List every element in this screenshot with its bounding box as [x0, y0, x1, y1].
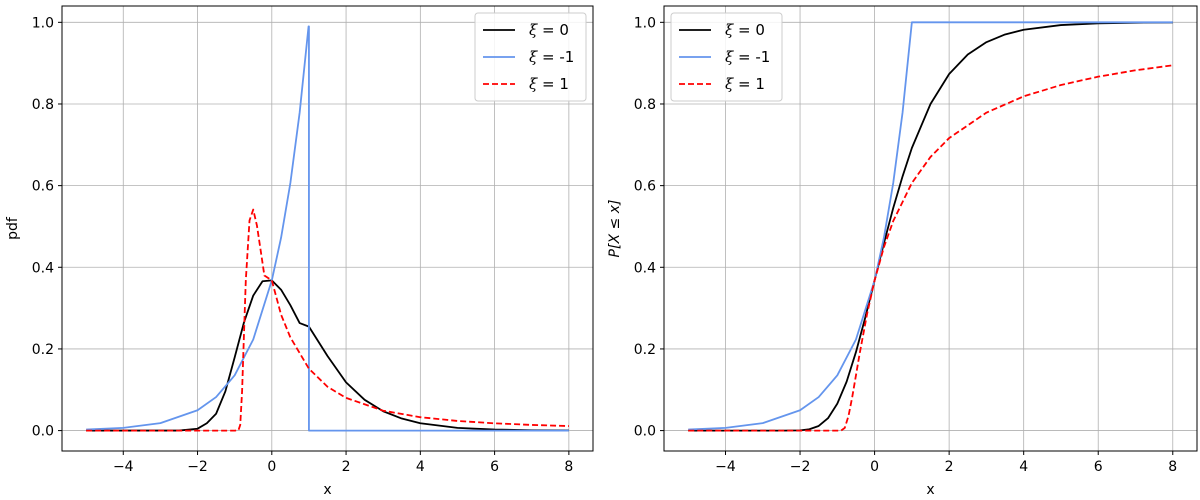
left-legend-value-2: = 1: [537, 75, 569, 93]
left-y-tick-label: 0.4: [32, 260, 54, 276]
right-x-tick-label: 4: [1019, 459, 1028, 475]
left-x-axis-label: x: [323, 482, 331, 498]
right-series-line-0: [688, 21, 1173, 432]
right-legend-value-0: = 0: [733, 21, 765, 39]
left-y-axis-label: pdf: [5, 216, 21, 240]
left-y-tick-label: 0.0: [32, 424, 54, 440]
right-y-tick-label: 1.0: [634, 15, 656, 31]
right-x-tick-label: 2: [945, 459, 954, 475]
left-legend: ξ = 0ξ = -1ξ = 1: [474, 12, 587, 102]
left-series-line-1: [86, 25, 569, 432]
right-axes-frame: [663, 5, 1198, 452]
right-y-tick-label: 0.2: [634, 342, 656, 358]
left-legend-xi-0: ξ: [529, 21, 538, 39]
right-x-tick-label: 6: [1094, 459, 1103, 475]
left-x-tick-label: −2: [187, 459, 208, 475]
right-x-axis-label: x: [926, 482, 934, 498]
left-y-tick-label: 0.6: [32, 179, 54, 195]
right-legend-xi-1: ξ: [725, 48, 734, 66]
left-legend-value-1: = -1: [537, 48, 574, 66]
left-series-group: [86, 25, 569, 432]
left-series-line-2: [86, 208, 569, 432]
right-series-line-2: [688, 64, 1173, 432]
left-x-tick-label: 2: [342, 459, 351, 475]
right-y-tick-label: 0.6: [634, 179, 656, 195]
left-axes-frame: [61, 5, 594, 452]
right-legend-label-2: ξ = 1: [725, 75, 765, 93]
left-y-tick-label: 0.8: [32, 97, 54, 113]
left-legend-value-0: = 0: [537, 21, 569, 39]
left-legend-xi-2: ξ: [529, 75, 538, 93]
right-x-tick-label: 8: [1168, 459, 1177, 475]
right-series-line-1: [688, 21, 1173, 431]
right-legend: ξ = 0ξ = -1ξ = 1: [670, 12, 783, 102]
right-panel: −4 −2 0 2 4 6 8 0.0 0.2 0.4 0.6 0.8 1.0 x P[X ≤ x] ξ = …: [607, 5, 1198, 498]
left-series-line-0: [86, 279, 569, 432]
right-legend-xi-0: ξ: [725, 21, 734, 39]
left-y-tick-label: 1.0: [32, 15, 54, 31]
right-legend-value-1: = -1: [733, 48, 770, 66]
right-x-tick-label: −2: [790, 459, 811, 475]
left-legend-xi-1: ξ: [529, 48, 538, 66]
left-x-tick-label: 4: [416, 459, 425, 475]
left-legend-box: [474, 12, 587, 102]
left-x-tick-label: 0: [267, 459, 276, 475]
right-y-axis-label: P[X ≤ x]: [607, 200, 623, 258]
right-y-tick-label: 0.8: [634, 97, 656, 113]
right-legend-box: [670, 12, 783, 102]
right-series-group: [688, 21, 1173, 432]
right-legend-xi-2: ξ: [725, 75, 734, 93]
left-x-tick-label: 8: [564, 459, 573, 475]
right-legend-label-1: ξ = -1: [725, 48, 770, 66]
right-legend-value-2: = 1: [733, 75, 765, 93]
right-y-tick-label: 0.0: [634, 424, 656, 440]
left-legend-label-2: ξ = 1: [529, 75, 569, 93]
left-y-tick-label: 0.2: [32, 342, 54, 358]
right-legend-label-0: ξ = 0: [725, 21, 765, 39]
right-y-tick-label: 0.4: [634, 260, 656, 276]
left-x-tick-label: 6: [490, 459, 499, 475]
left-legend-label-1: ξ = -1: [529, 48, 574, 66]
right-x-tick-label: 0: [870, 459, 879, 475]
right-x-tick-label: −4: [715, 459, 736, 475]
left-legend-label-0: ξ = 0: [529, 21, 569, 39]
left-x-tick-label: −4: [113, 459, 134, 475]
